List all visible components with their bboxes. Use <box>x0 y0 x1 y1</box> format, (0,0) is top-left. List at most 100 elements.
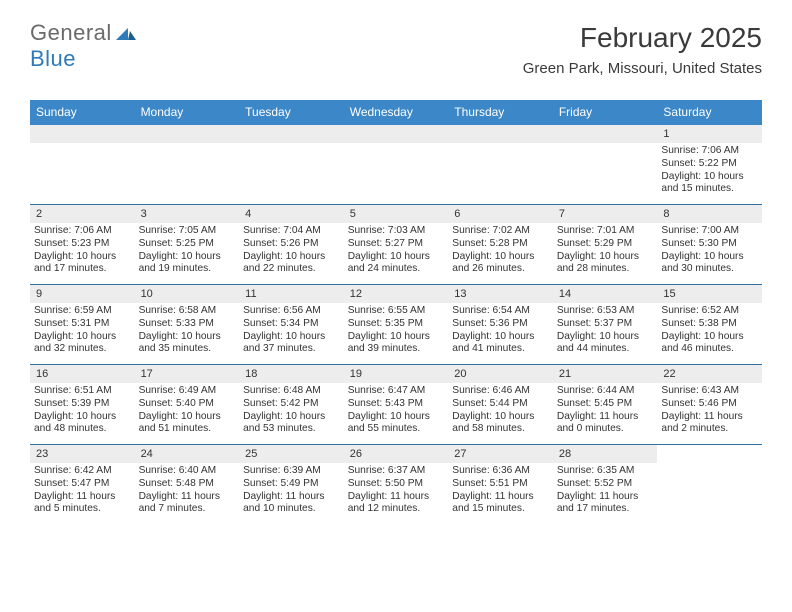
day-dly1: Daylight: 11 hours <box>557 491 654 504</box>
day-cell <box>448 125 553 204</box>
day-number: 15 <box>657 285 762 303</box>
day-sunset: Sunset: 5:51 PM <box>452 478 549 491</box>
day-cell: 8Sunrise: 7:00 AMSunset: 5:30 PMDaylight… <box>657 205 762 284</box>
day-sunrise: Sunrise: 7:05 AM <box>139 225 236 238</box>
day-number: 22 <box>657 365 762 383</box>
day-of-week-header: Sunday Monday Tuesday Wednesday Thursday… <box>30 100 762 125</box>
day-cell: 2Sunrise: 7:06 AMSunset: 5:23 PMDaylight… <box>30 205 135 284</box>
dow-saturday: Saturday <box>657 100 762 125</box>
day-dly2: and 24 minutes. <box>348 263 445 276</box>
day-dly2: and 12 minutes. <box>348 503 445 516</box>
day-cell <box>135 125 240 204</box>
brand-word1: General <box>30 20 112 45</box>
day-number: 19 <box>344 365 449 383</box>
day-number: 21 <box>553 365 658 383</box>
day-dly2: and 35 minutes. <box>139 343 236 356</box>
week-row: 23Sunrise: 6:42 AMSunset: 5:47 PMDayligh… <box>30 444 762 524</box>
day-sunrise: Sunrise: 6:52 AM <box>661 305 758 318</box>
day-sunrise: Sunrise: 6:40 AM <box>139 465 236 478</box>
day-sunset: Sunset: 5:35 PM <box>348 318 445 331</box>
day-dly2: and 19 minutes. <box>139 263 236 276</box>
day-dly2: and 28 minutes. <box>557 263 654 276</box>
day-number-empty <box>448 125 553 143</box>
day-sunrise: Sunrise: 6:54 AM <box>452 305 549 318</box>
day-sunrise: Sunrise: 6:58 AM <box>139 305 236 318</box>
day-dly2: and 55 minutes. <box>348 423 445 436</box>
page-header: February 2025 Green Park, Missouri, Unit… <box>523 22 762 77</box>
day-number-empty <box>135 125 240 143</box>
day-cell <box>657 445 762 524</box>
day-number: 20 <box>448 365 553 383</box>
page-title: February 2025 <box>523 22 762 54</box>
day-sunset: Sunset: 5:30 PM <box>661 238 758 251</box>
dow-friday: Friday <box>553 100 658 125</box>
day-dly1: Daylight: 10 hours <box>661 171 758 184</box>
day-number: 12 <box>344 285 449 303</box>
day-dly2: and 48 minutes. <box>34 423 131 436</box>
day-dly2: and 41 minutes. <box>452 343 549 356</box>
brand-logo: General Blue <box>30 20 136 72</box>
day-number: 9 <box>30 285 135 303</box>
day-dly2: and 58 minutes. <box>452 423 549 436</box>
day-number: 13 <box>448 285 553 303</box>
day-number: 7 <box>553 205 658 223</box>
day-sunrise: Sunrise: 7:02 AM <box>452 225 549 238</box>
day-cell: 18Sunrise: 6:48 AMSunset: 5:42 PMDayligh… <box>239 365 344 444</box>
day-dly1: Daylight: 10 hours <box>139 411 236 424</box>
day-sunrise: Sunrise: 6:48 AM <box>243 385 340 398</box>
day-sunrise: Sunrise: 6:39 AM <box>243 465 340 478</box>
day-dly1: Daylight: 10 hours <box>34 251 131 264</box>
day-number: 3 <box>135 205 240 223</box>
day-dly2: and 15 minutes. <box>661 183 758 196</box>
week-row: 9Sunrise: 6:59 AMSunset: 5:31 PMDaylight… <box>30 284 762 364</box>
day-number-empty <box>344 125 449 143</box>
day-cell: 4Sunrise: 7:04 AMSunset: 5:26 PMDaylight… <box>239 205 344 284</box>
day-sunset: Sunset: 5:52 PM <box>557 478 654 491</box>
day-dly2: and 5 minutes. <box>34 503 131 516</box>
day-sunrise: Sunrise: 6:43 AM <box>661 385 758 398</box>
day-sunrise: Sunrise: 7:03 AM <box>348 225 445 238</box>
day-number: 28 <box>553 445 658 463</box>
day-sunset: Sunset: 5:29 PM <box>557 238 654 251</box>
day-dly2: and 39 minutes. <box>348 343 445 356</box>
day-sunrise: Sunrise: 6:56 AM <box>243 305 340 318</box>
day-sunset: Sunset: 5:45 PM <box>557 398 654 411</box>
day-dly1: Daylight: 10 hours <box>139 251 236 264</box>
brand-word2: Blue <box>30 46 76 71</box>
day-cell: 3Sunrise: 7:05 AMSunset: 5:25 PMDaylight… <box>135 205 240 284</box>
day-sunrise: Sunrise: 6:53 AM <box>557 305 654 318</box>
day-number: 25 <box>239 445 344 463</box>
dow-tuesday: Tuesday <box>239 100 344 125</box>
day-dly2: and 22 minutes. <box>243 263 340 276</box>
day-number: 10 <box>135 285 240 303</box>
day-dly2: and 37 minutes. <box>243 343 340 356</box>
day-dly2: and 7 minutes. <box>139 503 236 516</box>
day-sunset: Sunset: 5:49 PM <box>243 478 340 491</box>
day-dly2: and 10 minutes. <box>243 503 340 516</box>
day-cell: 21Sunrise: 6:44 AMSunset: 5:45 PMDayligh… <box>553 365 658 444</box>
brand-text: General Blue <box>30 20 136 72</box>
day-dly1: Daylight: 11 hours <box>34 491 131 504</box>
day-number: 14 <box>553 285 658 303</box>
day-cell: 5Sunrise: 7:03 AMSunset: 5:27 PMDaylight… <box>344 205 449 284</box>
day-cell: 16Sunrise: 6:51 AMSunset: 5:39 PMDayligh… <box>30 365 135 444</box>
day-cell: 25Sunrise: 6:39 AMSunset: 5:49 PMDayligh… <box>239 445 344 524</box>
day-sunrise: Sunrise: 6:47 AM <box>348 385 445 398</box>
brand-mark-icon <box>116 20 136 45</box>
day-dly1: Daylight: 10 hours <box>139 331 236 344</box>
day-cell: 6Sunrise: 7:02 AMSunset: 5:28 PMDaylight… <box>448 205 553 284</box>
day-sunrise: Sunrise: 7:04 AM <box>243 225 340 238</box>
day-sunrise: Sunrise: 6:42 AM <box>34 465 131 478</box>
day-dly2: and 44 minutes. <box>557 343 654 356</box>
day-number: 23 <box>30 445 135 463</box>
day-number: 16 <box>30 365 135 383</box>
day-sunset: Sunset: 5:42 PM <box>243 398 340 411</box>
day-cell: 28Sunrise: 6:35 AMSunset: 5:52 PMDayligh… <box>553 445 658 524</box>
day-dly2: and 17 minutes. <box>34 263 131 276</box>
day-number: 8 <box>657 205 762 223</box>
day-dly1: Daylight: 10 hours <box>557 251 654 264</box>
day-sunset: Sunset: 5:22 PM <box>661 158 758 171</box>
day-sunset: Sunset: 5:31 PM <box>34 318 131 331</box>
day-dly1: Daylight: 11 hours <box>139 491 236 504</box>
day-dly2: and 32 minutes. <box>34 343 131 356</box>
